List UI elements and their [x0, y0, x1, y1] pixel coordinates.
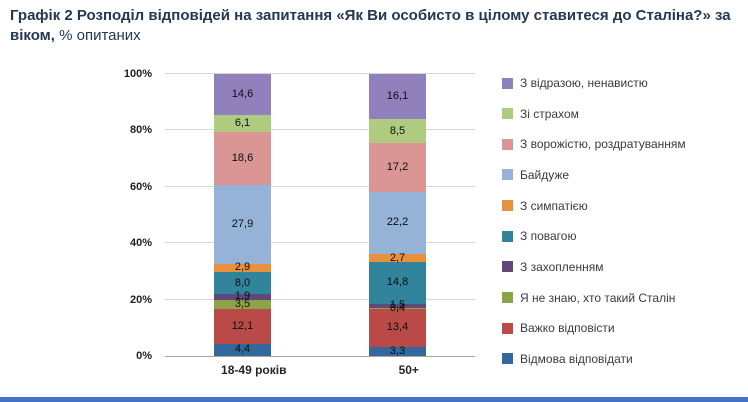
- bar-segment: 16,1: [369, 73, 426, 120]
- legend-label: З ворожістю, роздратуванням: [520, 137, 686, 152]
- bar-segment-value: 3,3: [389, 344, 406, 357]
- x-category-label: 50+: [398, 363, 419, 377]
- x-axis-labels: 18-49 років 50+: [165, 363, 475, 377]
- bar-segment: 8,5: [369, 119, 426, 144]
- legend-swatch: [502, 200, 513, 212]
- bar-segment: 27,9: [214, 184, 271, 264]
- bars-row: 4,4 12,1 3,5 1,9 8,0 2,9 27,9 18,6 6,1 14,6 3,3 13,…: [165, 73, 475, 357]
- bar-segment-value: 1,5: [389, 299, 406, 312]
- bar-segment-value: 2,9: [234, 261, 251, 274]
- y-tick-label: 80%: [129, 124, 152, 137]
- bar-segment-value: 3,5: [234, 298, 251, 311]
- chart-title: Графік 2 Розподіл відповідей на запитанн…: [10, 6, 734, 47]
- bottom-divider: [0, 397, 748, 402]
- legend-swatch: [502, 230, 513, 242]
- bar-segment: 18,6: [214, 132, 271, 185]
- bar-segment-value: 14,6: [231, 88, 254, 101]
- y-axis: 0% 20% 40% 60% 80% 100%: [96, 68, 158, 362]
- legend-swatch: [502, 322, 513, 334]
- legend-item: З повагою: [502, 229, 744, 243]
- y-tick-label: 40%: [129, 237, 152, 250]
- gridline: [165, 73, 475, 74]
- legend-swatch: [502, 292, 513, 304]
- bar-segment-value: 13,4: [386, 321, 409, 334]
- bar-segment: 1,9: [214, 290, 271, 303]
- bar-segment-value: 8,5: [389, 124, 406, 137]
- bar-segment: 2,7: [369, 251, 426, 264]
- bar-segment-value: 4,4: [234, 343, 251, 356]
- legend-item: Я не знаю, хто такий Сталін: [502, 291, 744, 305]
- bar-segment: 12,1: [214, 309, 271, 344]
- bar-segment: 0,4: [369, 302, 426, 313]
- legend-label: З повагою: [520, 229, 577, 244]
- bar-segment-value: 12,1: [231, 320, 254, 333]
- chart-title-main: Графік 2 Розподіл відповідей на запитанн…: [10, 7, 731, 45]
- legend-label: З відразою, ненавистю: [520, 76, 648, 90]
- bar-segment-value: 18,6: [231, 152, 254, 165]
- legend-swatch: [502, 138, 513, 150]
- bar-segment-value: 14,8: [386, 276, 409, 289]
- bar-segment-value: 0,4: [389, 301, 406, 314]
- bar-segment: 3,3: [369, 344, 426, 357]
- bar-segment: 14,6: [214, 74, 271, 116]
- legend-label: Байдуже: [520, 167, 570, 182]
- plot-area: 4,4 12,1 3,5 1,9 8,0 2,9 27,9 18,6 6,1 14,6 3,3 13,…: [165, 73, 475, 357]
- legend-label: Я не знаю, хто такий Сталін: [520, 290, 676, 305]
- legend-item: Важко відповісти: [502, 321, 744, 335]
- legend-swatch: [502, 77, 513, 89]
- legend-label: Зі страхом: [520, 106, 579, 121]
- bar-segment: 2,9: [214, 261, 271, 274]
- bar-segment: 14,8: [369, 261, 426, 304]
- bar-segment: 3,5: [214, 298, 271, 311]
- y-tick-label: 0%: [136, 350, 152, 362]
- legend-item: З ворожістю, роздратуванням: [502, 137, 744, 151]
- x-category-label: 18-49 років: [221, 363, 287, 377]
- legend-swatch: [502, 169, 513, 181]
- bar-segment: 17,2: [369, 143, 426, 192]
- legend-swatch: [502, 261, 513, 273]
- bar-segment-value: 27,9: [231, 217, 254, 230]
- bar-segment: 4,4: [214, 343, 271, 356]
- legend-item: З відразою, ненавистю: [502, 76, 744, 90]
- legend-label: З симпатією: [520, 198, 588, 213]
- legend-label: Важко відповісти: [520, 321, 615, 336]
- y-tick-label: 60%: [129, 180, 152, 193]
- legend-item: Байдуже: [502, 168, 744, 182]
- bar-segment-value: 6,1: [234, 117, 251, 130]
- bar-segment: 8,0: [214, 271, 271, 295]
- chart-title-suffix: % опитаних: [54, 27, 141, 45]
- bar-segment-value: 8,0: [234, 276, 251, 289]
- bar-segment-value: 17,2: [386, 160, 409, 173]
- gridline: [165, 185, 475, 187]
- gridline: [165, 129, 475, 131]
- legend-item: З симпатією: [502, 199, 744, 213]
- stacked-bar: 4,4 12,1 3,5 1,9 8,0 2,9 27,9 18,6 6,1 14,6: [214, 74, 271, 356]
- y-tick-label: 20%: [129, 293, 152, 306]
- bar-segment-value: 2,7: [389, 251, 406, 264]
- legend-label: Відмова відповідати: [520, 351, 633, 366]
- legend-item: Зі страхом: [502, 107, 744, 121]
- stacked-bar: 3,3 13,4 0,4 1,5 14,8 2,7 22,2 17,2 8,5 16,1: [369, 73, 426, 357]
- legend-swatch: [502, 108, 513, 120]
- legend-swatch: [502, 353, 513, 365]
- bar-segment-value: 22,2: [386, 216, 409, 229]
- bar-segment: 1,5: [369, 300, 426, 311]
- bar-segment-value: 1,9: [234, 290, 251, 303]
- legend-item: Відмова відповідати: [502, 352, 744, 366]
- gridline: [165, 298, 475, 300]
- gridline: [165, 242, 475, 244]
- bar-segment-value: 16,1: [386, 89, 409, 102]
- bar-segment: 22,2: [369, 191, 426, 255]
- legend: З відразою, ненавистю Зі страхом З ворожіс…: [502, 76, 744, 366]
- bar-segment: 13,4: [369, 308, 426, 347]
- bar-segment: 6,1: [214, 115, 271, 133]
- legend-label: З захопленням: [520, 259, 604, 274]
- legend-item: З захопленням: [502, 260, 744, 274]
- y-tick-label: 100%: [123, 68, 152, 80]
